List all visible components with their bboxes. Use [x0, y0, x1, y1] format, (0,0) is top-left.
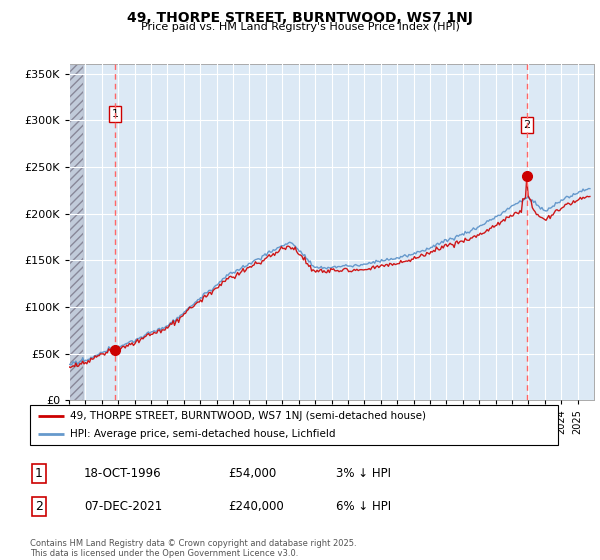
Text: Contains HM Land Registry data © Crown copyright and database right 2025.
This d: Contains HM Land Registry data © Crown c… [30, 539, 356, 558]
Text: £54,000: £54,000 [228, 466, 276, 480]
Text: 07-DEC-2021: 07-DEC-2021 [84, 500, 162, 514]
Text: 6% ↓ HPI: 6% ↓ HPI [336, 500, 391, 514]
Text: 1: 1 [35, 466, 43, 480]
Text: 49, THORPE STREET, BURNTWOOD, WS7 1NJ: 49, THORPE STREET, BURNTWOOD, WS7 1NJ [127, 11, 473, 25]
FancyBboxPatch shape [30, 405, 558, 445]
Text: 1: 1 [112, 109, 118, 119]
Bar [69, 64, 83, 400]
Text: Price paid vs. HM Land Registry's House Price Index (HPI): Price paid vs. HM Land Registry's House … [140, 22, 460, 32]
Text: 49, THORPE STREET, BURNTWOOD, WS7 1NJ (semi-detached house): 49, THORPE STREET, BURNTWOOD, WS7 1NJ (s… [70, 411, 425, 421]
Bar [69, 64, 83, 400]
Text: 2: 2 [523, 120, 530, 130]
Text: £240,000: £240,000 [228, 500, 284, 514]
Text: 18-OCT-1996: 18-OCT-1996 [84, 466, 161, 480]
Text: 2: 2 [35, 500, 43, 514]
Text: HPI: Average price, semi-detached house, Lichfield: HPI: Average price, semi-detached house,… [70, 430, 335, 439]
Text: 3% ↓ HPI: 3% ↓ HPI [336, 466, 391, 480]
